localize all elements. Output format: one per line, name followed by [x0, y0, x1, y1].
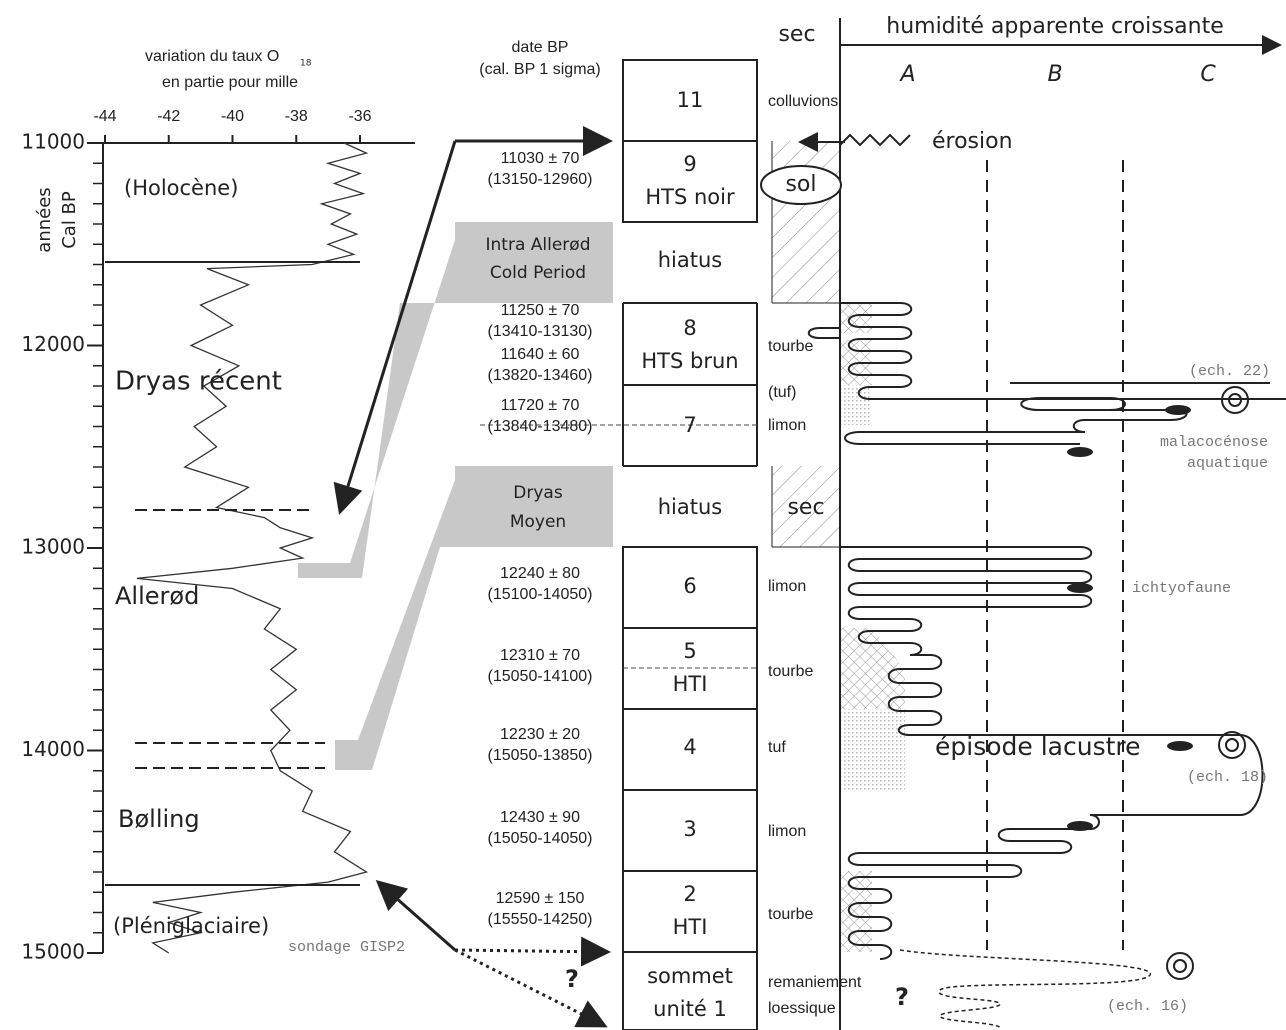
dry-box-label: sec: [787, 495, 824, 520]
period-label: (Pléniglaciaire): [113, 914, 269, 938]
unit-label: sommet: [647, 964, 733, 988]
unit-label: 5: [683, 639, 696, 663]
unit-label: hiatus: [658, 248, 723, 272]
date-label: 11640 ± 60: [501, 346, 580, 363]
lithology-label: colluvions: [768, 93, 838, 110]
unit-label: 8: [683, 316, 696, 340]
date-label: (15100-14050): [488, 586, 593, 603]
unit-label: 6: [683, 574, 696, 598]
cold-period-band: [335, 466, 613, 770]
date-label: 12310 ± 70: [500, 647, 580, 664]
sample-label: (ech. 18): [1187, 769, 1268, 786]
date-label: 11030 ± 70: [501, 150, 580, 167]
fish-label: ichtyofaune: [1132, 580, 1231, 597]
panel-title-sub: 18: [300, 59, 312, 69]
question-mark: ?: [895, 983, 909, 1011]
cold-period: Cold Period: [490, 263, 586, 283]
class-label: A: [898, 62, 915, 87]
date-label: (13820-13460): [488, 367, 593, 384]
y-axis-label: Cal BP: [59, 191, 80, 249]
soil-label: sol: [785, 172, 816, 197]
unit-label: 9: [683, 152, 696, 176]
unit-boxes: [622, 59, 758, 1030]
date-label: 12240 ± 80: [500, 565, 580, 582]
isotope-panel: -44 -42 -40 -38 -36 11000 12000 13000 14000 15000: [21, 108, 415, 964]
x-tick-label: -42: [157, 108, 180, 125]
unit-label: 4: [683, 735, 696, 759]
cold-period: Moyen: [510, 512, 566, 532]
date-label: (13150-12960): [488, 171, 593, 188]
date-label: (15050-14050): [488, 830, 593, 847]
humidity-graphics: [760, 68, 1286, 1030]
cold-period: Dryas: [513, 483, 563, 503]
period-label: (Holocène): [124, 176, 238, 200]
date-label: (15550-14250): [488, 911, 593, 928]
dry-label: sec: [778, 22, 815, 47]
class-label: C: [1200, 62, 1216, 87]
core-label: sondage GISP2: [288, 939, 405, 956]
panel-title: en partie pour mille: [162, 74, 298, 91]
x-tick-label: -36: [348, 108, 371, 125]
y-axis-label: années: [34, 187, 55, 252]
humidity-title: humidité apparente croissante: [886, 14, 1224, 39]
y-tick-label: 14000: [21, 737, 85, 761]
unit-label: HTI: [673, 915, 708, 939]
dates-header: (cal. BP 1 sigma): [479, 61, 601, 78]
boundaries: [105, 261, 360, 886]
class-label: B: [1047, 62, 1062, 87]
lithology-label: remaniement: [768, 974, 862, 991]
unit-label: HTS noir: [645, 185, 735, 209]
lake-label: épisode lacustre: [935, 732, 1141, 761]
panel-title: variation du taux O: [145, 48, 279, 65]
mollusc-label: aquatique: [1187, 455, 1268, 472]
x-tick-label: -38: [285, 108, 308, 125]
period-label: Allerød: [115, 582, 199, 610]
lithology-label: tuf: [768, 739, 786, 756]
cold-period-band: [298, 222, 613, 578]
y-tick-label: 11000: [21, 130, 85, 154]
date-label: (13410-13130): [488, 323, 593, 340]
lithology-label: tourbe: [768, 906, 813, 923]
unit-label: 11: [677, 88, 704, 112]
lithology-label: tourbe: [768, 663, 813, 680]
date-label: (15050-14100): [488, 668, 593, 685]
date-label: 12590 ± 150: [496, 890, 585, 907]
lithology-label: (tuf): [768, 384, 796, 401]
isotope-curve: [136, 142, 369, 954]
unit-label: hiatus: [658, 495, 723, 519]
arrows: [333, 126, 613, 1028]
sample-label: (ech. 22): [1189, 363, 1270, 380]
date-label: 11250 ± 70: [501, 302, 580, 319]
date-label: 12430 ± 90: [500, 809, 580, 826]
unit-label: 2: [683, 882, 696, 906]
date-label: 12230 ± 20: [500, 726, 580, 743]
date-label: (15050-13850): [488, 747, 593, 764]
lithology-label: limon: [768, 578, 806, 595]
y-tick-label: 12000: [21, 332, 85, 356]
question-mark: ?: [565, 965, 579, 993]
y-tick-label: 15000: [21, 940, 85, 964]
mollusc-label: malacocénose: [1160, 434, 1268, 451]
unit-label: 7: [683, 413, 696, 437]
lithology-label: tourbe: [768, 338, 813, 355]
erosion-label: érosion: [932, 129, 1013, 154]
sample-label: (ech. 16): [1107, 998, 1188, 1015]
unit-label: unité 1: [653, 997, 727, 1021]
period-label: Bølling: [118, 805, 200, 833]
x-tick-label: -40: [221, 108, 244, 125]
unit-label: 3: [683, 817, 696, 841]
lithology-label: loessique: [768, 1000, 836, 1017]
date-label: 11720 ± 70: [501, 397, 580, 414]
x-tick-label: -44: [93, 108, 116, 125]
date-label: (13840-13480): [488, 418, 593, 435]
y-tick-label: 13000: [21, 535, 85, 559]
unit-label: HTS brun: [641, 349, 738, 373]
period-label: Dryas récent: [115, 367, 282, 397]
cold-period: Intra Allerød: [486, 235, 591, 255]
lithology-label: limon: [768, 823, 806, 840]
lithology-label: limon: [768, 417, 806, 434]
dates-header: date BP: [512, 39, 569, 56]
unit-label: HTI: [673, 672, 708, 696]
